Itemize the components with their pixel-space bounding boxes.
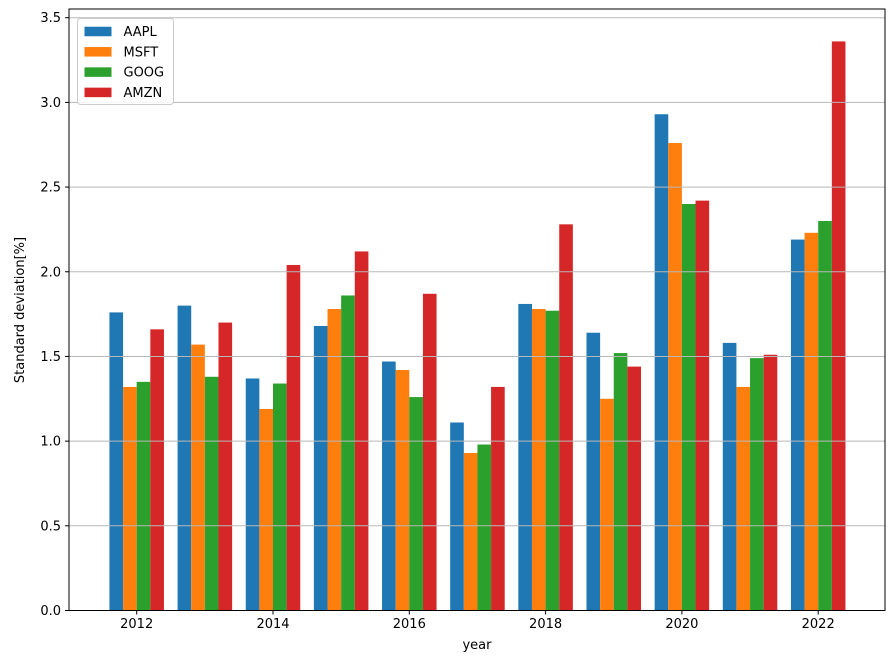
bar-MSFT-2020 bbox=[668, 143, 682, 611]
legend-swatch-AMZN bbox=[84, 87, 112, 98]
bar-GOOG-2022 bbox=[818, 220, 832, 611]
bar-MSFT-2012 bbox=[123, 386, 137, 611]
bar-GOOG-2019 bbox=[613, 353, 628, 611]
y-tick-label: 0.0 bbox=[40, 604, 61, 619]
bar-AMZN-2022 bbox=[831, 41, 846, 611]
grid-layer bbox=[69, 17, 885, 611]
y-tick-label: 0.5 bbox=[40, 519, 61, 534]
legend: AAPL MSFT GOOG AMZN bbox=[77, 18, 174, 105]
bar-MSFT-2015 bbox=[327, 309, 342, 611]
bar-GOOG-2013 bbox=[204, 376, 219, 611]
bar-GOOG-2012 bbox=[136, 381, 151, 611]
bar-AAPL-2012 bbox=[109, 312, 124, 611]
bar-AAPL-2021 bbox=[722, 342, 737, 611]
bar-AMZN-2021 bbox=[763, 354, 778, 611]
bar-AMZN-2018 bbox=[559, 224, 573, 611]
bar-AMZN-2016 bbox=[422, 293, 437, 611]
bar-GOOG-2017 bbox=[477, 444, 492, 611]
plot-frame bbox=[68, 8, 886, 611]
y-axis-label: Standard deviation[%] bbox=[13, 237, 28, 383]
bar-GOOG-2016 bbox=[409, 397, 423, 611]
bar-AAPL-2018 bbox=[518, 303, 532, 611]
bar-GOOG-2021 bbox=[750, 358, 764, 611]
bar-MSFT-2021 bbox=[736, 386, 751, 611]
bars-layer bbox=[109, 41, 846, 611]
x-axis-label: year bbox=[462, 638, 492, 653]
y-tick-label: 3.0 bbox=[40, 96, 61, 111]
bar-AMZN-2013 bbox=[218, 322, 233, 611]
x-tick-label: 2012 bbox=[120, 617, 153, 632]
bar-MSFT-2016 bbox=[395, 369, 410, 611]
bar-GOOG-2014 bbox=[273, 383, 287, 611]
bar-AMZN-2012 bbox=[150, 329, 164, 611]
bar-AAPL-2015 bbox=[313, 325, 328, 611]
bar-AAPL-2022 bbox=[790, 239, 805, 611]
legend-box bbox=[77, 18, 174, 105]
legend-label-AAPL: AAPL bbox=[124, 25, 158, 40]
bar-AAPL-2016 bbox=[382, 361, 396, 611]
bar-AMZN-2015 bbox=[354, 251, 369, 611]
bar-AAPL-2014 bbox=[245, 378, 260, 611]
legend-label-AMZN: AMZN bbox=[124, 86, 163, 101]
bar-AMZN-2017 bbox=[491, 386, 505, 611]
bar-AMZN-2014 bbox=[286, 264, 301, 611]
bar-GOOG-2015 bbox=[341, 295, 355, 611]
y-tick-label: 1.5 bbox=[40, 350, 61, 365]
bar-GOOG-2018 bbox=[545, 310, 560, 611]
x-tick-label: 2014 bbox=[256, 617, 289, 632]
legend-swatch-GOOG bbox=[84, 67, 112, 77]
bar-AAPL-2020 bbox=[654, 114, 669, 611]
bar-AMZN-2019 bbox=[627, 366, 642, 611]
x-tick-label: 2018 bbox=[529, 617, 562, 632]
x-tick-label: 2020 bbox=[665, 617, 698, 632]
bar-MSFT-2013 bbox=[191, 344, 205, 611]
x-tick-label: 2022 bbox=[802, 617, 835, 632]
y-tick-label: 2.5 bbox=[40, 181, 61, 196]
axes-layer: 0.0 0.5 1.0 1.5 2.0 2.5 3.0 3.5 2012 2014 2016 2018… bbox=[40, 8, 886, 632]
bar-GOOG-2020 bbox=[681, 204, 696, 611]
x-tick-label: 2016 bbox=[393, 617, 426, 632]
bar-AMZN-2020 bbox=[695, 200, 710, 611]
y-tick-label: 2.0 bbox=[40, 265, 61, 280]
bar-AAPL-2019 bbox=[586, 332, 601, 611]
bar-MSFT-2017 bbox=[463, 452, 478, 611]
legend-label-GOOG: GOOG bbox=[124, 66, 165, 81]
bar-AAPL-2013 bbox=[177, 305, 192, 611]
bar-MSFT-2019 bbox=[600, 398, 614, 611]
bar-MSFT-2014 bbox=[259, 408, 273, 611]
y-tick-label: 3.5 bbox=[40, 11, 61, 26]
legend-label-MSFT: MSFT bbox=[124, 45, 159, 60]
bar-AAPL-2017 bbox=[450, 422, 464, 611]
bar-MSFT-2018 bbox=[531, 309, 546, 611]
legend-swatch-AAPL bbox=[84, 26, 112, 37]
legend-swatch-MSFT bbox=[84, 47, 112, 57]
bar-MSFT-2022 bbox=[804, 232, 819, 611]
y-tick-label: 1.0 bbox=[40, 435, 61, 450]
